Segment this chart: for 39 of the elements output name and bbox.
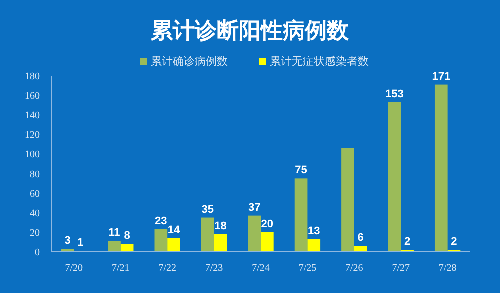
data-label: 171 — [432, 70, 451, 83]
x-tick-label: 7/27 — [392, 263, 410, 274]
x-tick-label: 7/22 — [158, 263, 176, 274]
data-label: 11 — [108, 227, 120, 240]
data-label: 6 — [358, 232, 364, 244]
legend-label: 累计无症状感染者数 — [270, 55, 369, 68]
data-label: 35 — [202, 204, 214, 216]
data-label: 13 — [308, 225, 320, 238]
y-tick-label: 80 — [30, 169, 40, 180]
data-label: 20 — [261, 218, 274, 230]
y-tick-label: 140 — [25, 110, 40, 122]
x-tick-label: 7/21 — [112, 263, 130, 274]
data-label: 2 — [451, 236, 458, 248]
data-label: 23 — [155, 216, 168, 228]
y-tick-label: 120 — [25, 130, 40, 142]
y-tick-label: 160 — [25, 91, 40, 102]
y-tick-label: 40 — [30, 208, 40, 220]
data-label: 18 — [214, 220, 227, 232]
x-tick-label: 7/20 — [65, 263, 84, 274]
data-label: 3 — [64, 235, 71, 248]
y-tick-label: 60 — [30, 188, 40, 200]
legend-label: 累计确诊病例数 — [151, 55, 228, 68]
data-label: 75 — [295, 164, 308, 177]
y-tick-label: 180 — [25, 72, 40, 82]
y-tick-label: 20 — [30, 228, 40, 239]
chart-title: 累计诊断阳性病例数 — [150, 18, 350, 43]
x-tick-label: 7/24 — [252, 263, 270, 274]
x-tick-label: 7/28 — [438, 263, 457, 274]
x-tick-label: 7/25 — [298, 263, 317, 274]
data-label: 37 — [248, 202, 261, 214]
data-label: 8 — [124, 230, 130, 242]
x-tick-label: 7/23 — [205, 263, 224, 274]
y-tick-label: 100 — [25, 150, 40, 161]
data-label: 14 — [168, 224, 182, 236]
data-label: 1 — [78, 237, 84, 250]
data-label: 153 — [386, 88, 404, 100]
x-tick-label: 7/26 — [346, 263, 364, 274]
data-label: 2 — [404, 236, 411, 248]
y-tick-label: 0 — [35, 248, 40, 258]
